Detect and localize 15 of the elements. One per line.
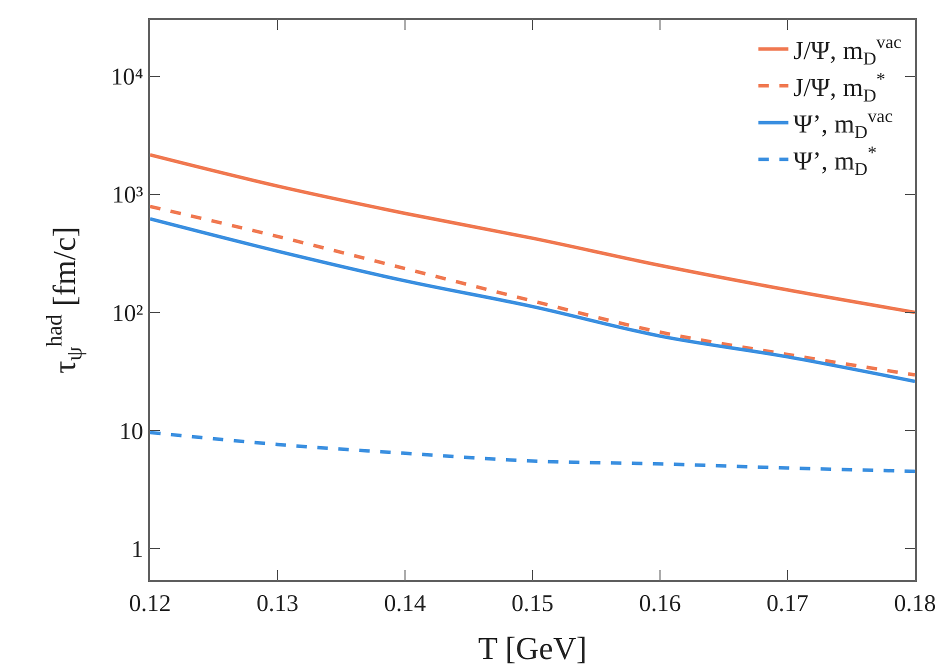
x-tick-label: 0.18 — [894, 590, 936, 617]
y-tick-label: 10³ — [112, 182, 144, 209]
y-tick-label: 10⁴ — [110, 64, 144, 91]
y-tick-label: 1 — [131, 536, 144, 563]
x-tick-label: 0.16 — [639, 590, 681, 617]
x-tick-label: 0.17 — [766, 590, 808, 617]
y-tick-label: 10 — [119, 418, 144, 445]
x-tick-label: 0.12 — [129, 590, 171, 617]
y-tick-label: 10² — [112, 300, 144, 327]
x-tick-label: 0.15 — [512, 590, 554, 617]
x-tick-label: 0.13 — [256, 590, 298, 617]
line-series — [150, 430, 915, 474]
line-series — [150, 153, 915, 314]
x-axis-title: T [GeV] — [478, 630, 587, 666]
x-tick-label: 0.14 — [384, 590, 426, 617]
